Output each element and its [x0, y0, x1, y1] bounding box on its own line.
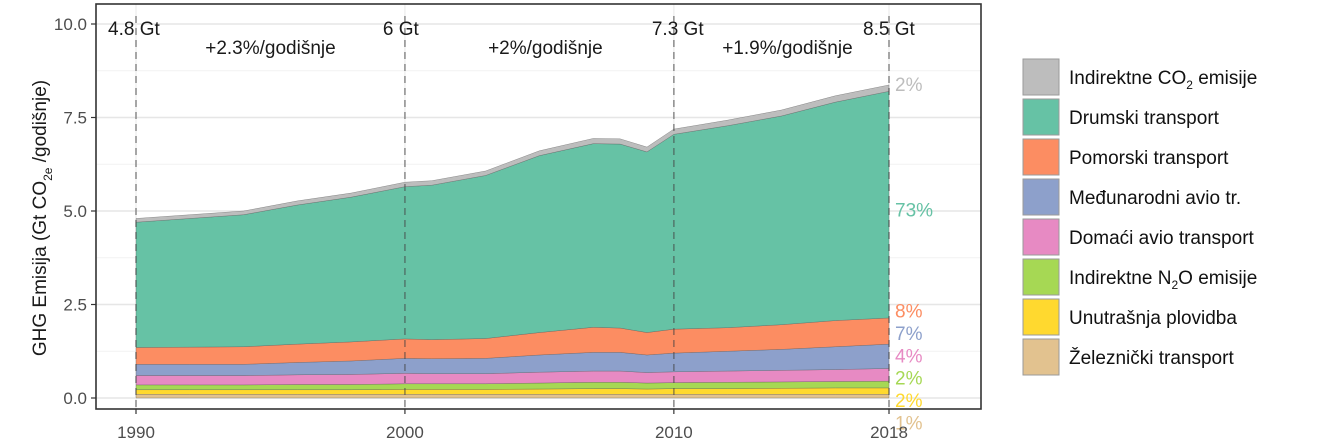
legend-label-subscript: 2: [1186, 78, 1193, 92]
legend-swatch: [1022, 338, 1060, 376]
legend-label-text: Železnički transport: [1069, 347, 1234, 369]
legend-label-text: Drumski transport: [1069, 108, 1220, 129]
share-label: 1%: [895, 413, 923, 434]
x-axis: 1990 2000 2010 2018: [117, 409, 908, 442]
legend-item: Indirektne N2O emisije: [1022, 258, 1257, 296]
legend-label-text: Unutrašnja plovidba: [1069, 308, 1237, 329]
legend-item: Indirektne CO2 emisije: [1022, 58, 1257, 96]
total-annotations: 4.8 Gt 6 Gt 7.3 Gt 8.5 Gt: [108, 19, 915, 40]
share-label: 4%: [895, 346, 923, 367]
plot-panel: 4.8 Gt 6 Gt 7.3 Gt 8.5 Gt +2.3%/godišnje +2%/…: [95, 3, 982, 434]
legend-item: Pomorski transport: [1022, 138, 1229, 176]
legend-swatch: [1022, 138, 1060, 176]
y-axis-label-subscript: 2e: [41, 167, 55, 181]
legend-label: Indirektne CO2 emisije: [1069, 68, 1257, 92]
share-label: 2%: [895, 369, 923, 390]
panel-border: [95, 3, 982, 410]
x-tick-label: 2018: [870, 423, 908, 442]
total-annotation: 4.8 Gt: [108, 19, 160, 40]
legend-label-text: Međunarodni avio tr.: [1069, 188, 1241, 209]
legend-label-text: Indirektne CO: [1069, 68, 1186, 89]
y-tick-label: 7.5: [63, 109, 87, 128]
legend-label: Domaći avio transport: [1069, 228, 1255, 249]
legend-label: Pomorski transport: [1069, 148, 1229, 169]
legend-swatch: [1022, 178, 1060, 216]
share-labels: 2%73%8%7%4%2%2%1%: [895, 75, 933, 434]
legend-item: Železnički transport: [1022, 338, 1234, 376]
y-tick-label: 0.0: [63, 389, 87, 408]
share-label: 2%: [895, 75, 923, 96]
total-annotation: 8.5 Gt: [863, 19, 915, 40]
legend-swatch: [1022, 258, 1060, 296]
legend-item: Unutrašnja plovidba: [1022, 298, 1237, 336]
legend-label-text: Indirektne N: [1069, 268, 1171, 289]
growth-annotation: +1.9%/godišnje: [722, 38, 852, 59]
legend-label-subscript: 2: [1171, 278, 1178, 292]
legend-label: Indirektne N2O emisije: [1069, 268, 1257, 292]
legend-item: Drumski transport: [1022, 98, 1220, 136]
legend-item: Domaći avio transport: [1022, 218, 1255, 256]
y-tick-label: 5.0: [63, 202, 87, 221]
legend-label: Unutrašnja plovidba: [1069, 308, 1237, 329]
y-axis-label-prefix: GHG Emisija (Gt CO: [30, 181, 51, 356]
legend-label-text: Pomorski transport: [1069, 148, 1229, 169]
legend-label-text-rest: O emisije: [1178, 268, 1257, 289]
x-tick-label: 2010: [655, 423, 693, 442]
y-axis-label: GHG Emisija (Gt CO2e /godišnje): [30, 80, 55, 356]
legend-label: Železnički transport: [1069, 347, 1234, 369]
reference-lines: [135, 16, 890, 409]
total-annotation: 7.3 Gt: [652, 19, 704, 40]
share-label: 7%: [895, 324, 923, 345]
growth-annotation: +2.3%/godišnje: [205, 38, 335, 59]
y-tick-label: 10.0: [54, 15, 87, 34]
legend-label: Drumski transport: [1069, 108, 1220, 129]
legend-swatch: [1022, 298, 1060, 336]
legend-label-text: Domaći avio transport: [1069, 228, 1255, 249]
y-axis-label-suffix: /godišnje): [30, 80, 51, 168]
growth-annotation: +2%/godišnje: [488, 38, 603, 59]
x-tick-label: 1990: [117, 423, 155, 442]
y-tick-label: 2.5: [63, 296, 87, 315]
share-label: 73%: [895, 201, 933, 222]
legend-item: Međunarodni avio tr.: [1022, 178, 1241, 216]
stacked-areas: [135, 84, 890, 399]
growth-annotations: +2.3%/godišnje +2%/godišnje +1.9%/godišnje: [205, 38, 852, 59]
x-tick-label: 2000: [386, 423, 424, 442]
total-annotation: 6 Gt: [383, 19, 420, 40]
legend-swatch: [1022, 58, 1060, 96]
legend-swatch: [1022, 218, 1060, 256]
area-zeleznicki-transport: [135, 394, 890, 399]
share-label: 2%: [895, 391, 923, 412]
legend-swatch: [1022, 98, 1060, 136]
legend-label: Međunarodni avio tr.: [1069, 188, 1241, 209]
y-axis: 0.0 2.5 5.0 7.5 10.0: [54, 15, 96, 408]
legend-label-text-rest: emisije: [1193, 68, 1257, 89]
share-label: 8%: [895, 301, 923, 322]
